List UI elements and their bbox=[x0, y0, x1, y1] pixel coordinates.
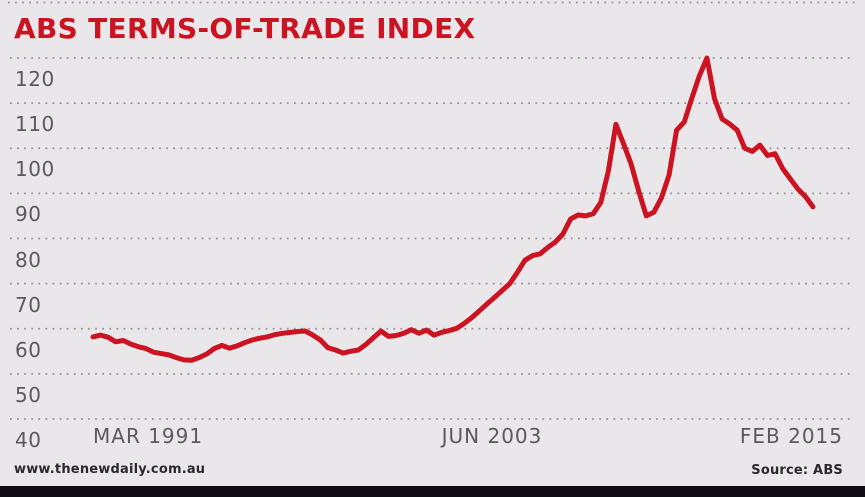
bottom-bar bbox=[0, 486, 865, 497]
source-credit: Source: ABS bbox=[751, 463, 843, 478]
y-tick-label: 80 bbox=[15, 247, 42, 272]
website-link[interactable]: www.thenewdaily.com.au bbox=[14, 462, 206, 477]
y-tick-label: 40 bbox=[15, 428, 42, 452]
x-tick-label: MAR 1991 bbox=[93, 424, 204, 448]
y-tick-label: 70 bbox=[15, 292, 42, 317]
y-tick-label: 60 bbox=[15, 337, 42, 362]
x-tick-label: FEB 2015 bbox=[739, 424, 843, 448]
y-tick-label: 100 bbox=[15, 157, 55, 182]
y-tick-label: 110 bbox=[15, 112, 55, 137]
y-tick-label: 90 bbox=[15, 202, 42, 227]
page-title: ABS TERMS-OF-TRADE INDEX bbox=[14, 12, 476, 45]
terms-of-trade-line bbox=[90, 55, 816, 363]
y-tick-label: 50 bbox=[15, 382, 42, 407]
x-tick-label: JUN 2003 bbox=[441, 424, 543, 448]
y-tick-label: 120 bbox=[15, 67, 55, 91]
